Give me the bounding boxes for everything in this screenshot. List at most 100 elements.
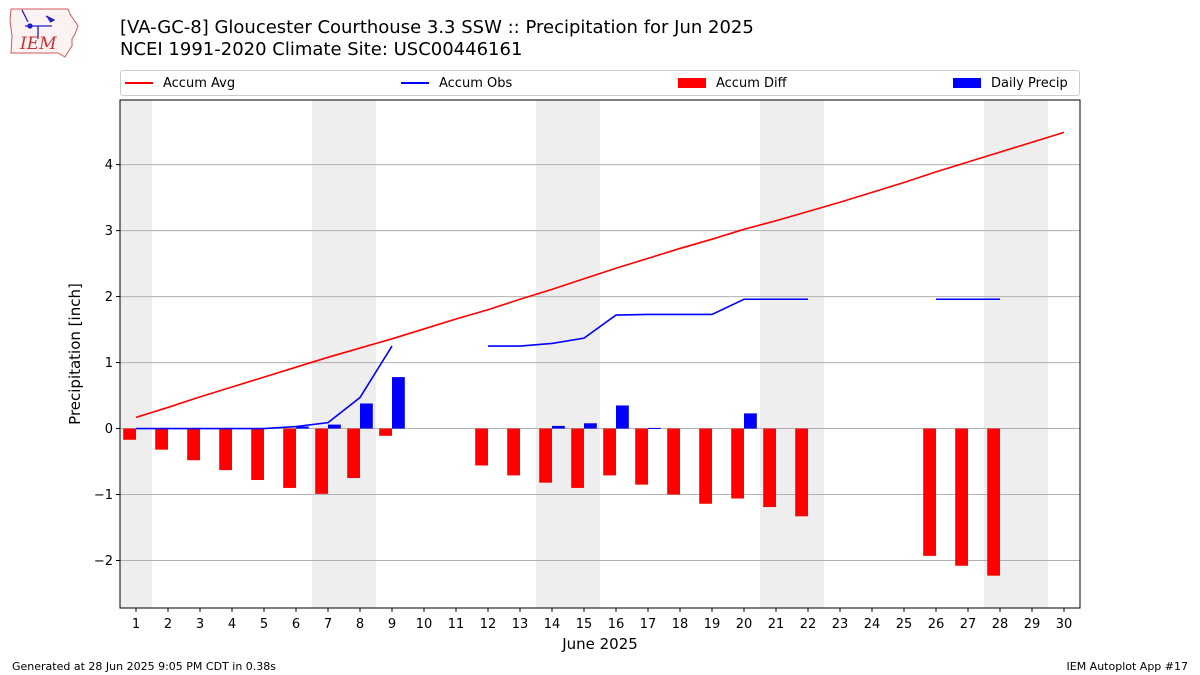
- x-tick-label: 19: [704, 617, 721, 632]
- legend-label-daily-precip: Daily Precip: [991, 75, 1068, 91]
- weekend-shade: [312, 100, 376, 608]
- y-axis-label: Precipitation [inch]: [66, 283, 84, 425]
- accum-diff-bar: [539, 428, 552, 483]
- x-tick-label: 26: [928, 617, 945, 632]
- legend-swatch-accum-avg: [125, 82, 153, 84]
- legend-item-daily-precip: Daily Precip: [953, 71, 1068, 95]
- accum-diff-bar: [571, 428, 584, 488]
- accum-diff-bar: [955, 428, 968, 566]
- x-tick-label: 22: [800, 617, 817, 632]
- x-tick-label: 13: [512, 617, 529, 632]
- weekend-shade: [760, 100, 824, 608]
- accum-diff-bar: [795, 428, 808, 517]
- x-tick-label: 11: [448, 617, 465, 632]
- x-tick-label: 14: [544, 617, 561, 632]
- accum-diff-bar: [219, 428, 232, 471]
- legend-label-accum-diff: Accum Diff: [716, 75, 787, 91]
- x-tick-label: 8: [356, 617, 364, 632]
- x-tick-label: 6: [292, 617, 300, 632]
- x-tick-label: 18: [672, 617, 689, 632]
- x-axis-label: June 2025: [561, 635, 638, 653]
- x-tick-label: 2: [164, 617, 172, 632]
- daily-precip-bar: [296, 426, 309, 429]
- accum-diff-bar: [923, 428, 936, 556]
- y-tick-label: −2: [94, 554, 113, 569]
- accum-diff-bar: [507, 428, 520, 476]
- accum-diff-bar: [251, 428, 264, 481]
- accum-diff-bar: [123, 428, 136, 440]
- y-tick-label: 2: [105, 290, 113, 305]
- accum-diff-bar: [987, 428, 1000, 576]
- x-tick-label: 16: [608, 617, 625, 632]
- chart-subtitle: NCEI 1991-2020 Climate Site: USC00446161: [120, 39, 523, 60]
- daily-precip-bar: [584, 423, 597, 429]
- legend-label-accum-avg: Accum Avg: [163, 75, 236, 91]
- accum-diff-bar: [699, 428, 712, 504]
- accum-diff-bar: [667, 428, 680, 495]
- y-tick-label: 0: [105, 422, 113, 437]
- x-tick-label: 17: [640, 617, 657, 632]
- x-tick-label: 21: [768, 617, 785, 632]
- x-tick-label: 28: [992, 617, 1009, 632]
- x-tick-label: 24: [864, 617, 881, 632]
- daily-precip-bar: [392, 377, 405, 429]
- x-tick-label: 5: [260, 617, 268, 632]
- x-tick-label: 9: [388, 617, 396, 632]
- iem-logo: IEM: [9, 8, 79, 58]
- legend-item-accum-avg: Accum Avg: [125, 71, 235, 95]
- daily-precip-bar: [360, 403, 373, 429]
- accum-diff-bar: [155, 428, 168, 450]
- app-credit: IEM Autoplot App #17: [1066, 660, 1189, 673]
- legend-swatch-accum-diff: [678, 78, 706, 88]
- legend-swatch-accum-obs: [401, 82, 429, 84]
- accum-avg-line: [135, 131, 1065, 419]
- x-tick-label: 27: [960, 617, 977, 632]
- accum-diff-bar: [731, 428, 744, 499]
- x-tick-label: 29: [1024, 617, 1041, 632]
- accum-obs-line: [136, 345, 393, 430]
- legend-swatch-daily-precip: [953, 78, 981, 88]
- y-tick-label: 1: [105, 356, 113, 371]
- weekend-shade: [120, 100, 152, 608]
- logo-text: IEM: [19, 34, 57, 54]
- accum-diff-bar: [475, 428, 488, 466]
- x-tick-label: 12: [480, 617, 497, 632]
- daily-precip-bar: [744, 413, 757, 429]
- x-tick-label: 20: [736, 617, 753, 632]
- x-tick-label: 7: [324, 617, 332, 632]
- weather-station-icon: [21, 9, 56, 39]
- x-tick-label: 4: [228, 617, 236, 632]
- x-tick-label: 23: [832, 617, 849, 632]
- daily-precip-bar: [648, 427, 661, 429]
- legend-label-accum-obs: Accum Obs: [439, 75, 513, 91]
- accum-obs-line: [488, 298, 808, 347]
- x-tick-label: 10: [416, 617, 433, 632]
- generated-timestamp: Generated at 28 Jun 2025 9:05 PM CDT in …: [12, 660, 277, 673]
- accum-diff-bar: [379, 428, 392, 436]
- daily-precip-bar: [616, 405, 629, 429]
- chart-legend: Accum Avg Accum Obs Accum Diff Daily Pre…: [120, 70, 1080, 96]
- accum-diff-bar: [635, 428, 648, 485]
- x-tick-label: 1: [132, 617, 140, 632]
- y-tick-label: −1: [94, 488, 113, 503]
- legend-item-accum-diff: Accum Diff: [678, 71, 787, 95]
- y-tick-label: 4: [105, 158, 113, 173]
- daily-precip-bar: [328, 424, 341, 429]
- x-tick-label: 30: [1056, 617, 1073, 632]
- accum-diff-bar: [763, 428, 776, 508]
- x-tick-label: 3: [196, 617, 204, 632]
- x-tick-label: 15: [576, 617, 593, 632]
- accum-diff-bar: [283, 428, 296, 488]
- plot-frame: [119, 99, 1081, 609]
- y-tick-label: 3: [105, 224, 113, 239]
- weekend-shade: [536, 100, 600, 608]
- accum-diff-bar: [603, 428, 616, 476]
- legend-item-accum-obs: Accum Obs: [401, 71, 512, 95]
- accum-diff-bar: [315, 428, 328, 494]
- accum-diff-bar: [187, 428, 200, 461]
- x-tick-label: 25: [896, 617, 913, 632]
- daily-precip-bar: [552, 425, 565, 429]
- chart-title: [VA-GC-8] Gloucester Courthouse 3.3 SSW …: [120, 17, 754, 38]
- accum-diff-bar: [347, 428, 360, 479]
